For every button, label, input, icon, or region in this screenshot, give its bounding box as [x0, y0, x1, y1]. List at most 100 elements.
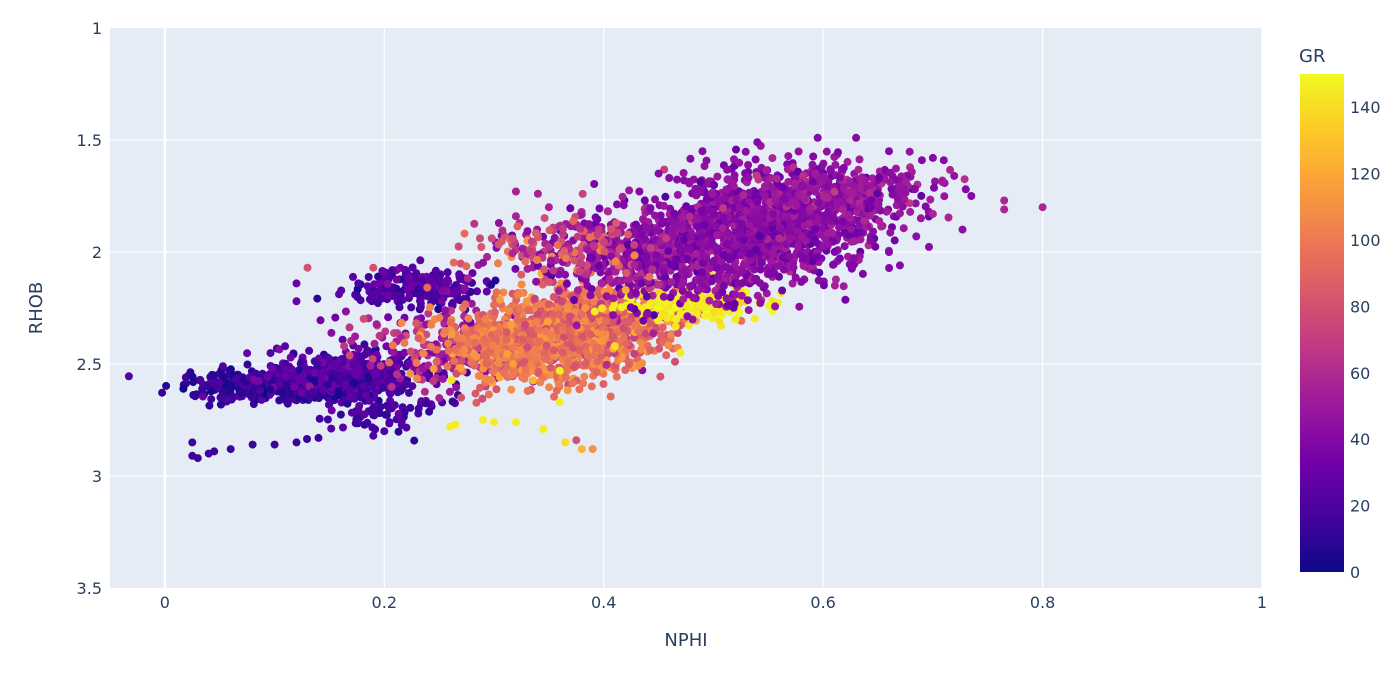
data-point — [598, 304, 607, 313]
data-point — [827, 215, 836, 224]
data-point — [412, 319, 421, 328]
data-point — [431, 266, 440, 275]
data-point — [288, 372, 297, 381]
data-point — [471, 389, 480, 398]
data-point — [443, 362, 452, 371]
data-point — [885, 264, 894, 272]
data-point — [374, 272, 383, 281]
data-point — [602, 317, 611, 326]
data-point — [266, 385, 275, 394]
data-point — [713, 231, 722, 240]
data-point — [198, 392, 207, 401]
data-point — [622, 318, 631, 327]
data-point — [534, 261, 543, 270]
data-point — [813, 253, 822, 262]
data-point — [765, 269, 774, 278]
data-point — [480, 335, 488, 344]
data-point — [554, 270, 563, 279]
data-point — [405, 388, 413, 397]
data-point — [368, 355, 377, 364]
data-point — [606, 392, 615, 401]
data-point — [365, 396, 374, 405]
data-point — [756, 299, 765, 307]
data-point — [281, 365, 290, 374]
data-point — [574, 338, 583, 347]
data-point — [688, 315, 697, 324]
data-point — [672, 221, 681, 229]
data-point — [751, 246, 760, 254]
data-point — [809, 152, 818, 161]
data-point — [406, 369, 415, 378]
data-point — [695, 239, 704, 248]
data-point — [560, 333, 568, 341]
data-point — [124, 372, 133, 381]
data-point — [586, 291, 595, 300]
data-point — [739, 235, 748, 244]
data-point — [686, 232, 695, 241]
data-point — [257, 395, 266, 404]
data-point — [394, 427, 403, 436]
data-point — [683, 254, 692, 263]
data-point — [797, 277, 806, 286]
data-point — [848, 262, 857, 271]
data-point — [785, 235, 794, 244]
data-point — [549, 293, 558, 301]
data-point — [534, 338, 543, 347]
data-point — [466, 287, 475, 296]
data-point — [554, 380, 563, 389]
data-point — [434, 305, 443, 314]
data-point — [722, 294, 731, 303]
data-point — [373, 377, 382, 386]
data-point — [335, 290, 343, 299]
data-point — [372, 320, 381, 329]
data-point — [378, 383, 387, 392]
data-point — [295, 376, 304, 385]
data-point — [696, 301, 704, 310]
data-point — [340, 342, 349, 351]
data-point — [713, 263, 721, 272]
data-point — [338, 335, 347, 344]
data-point — [275, 396, 284, 405]
data-point — [311, 377, 320, 386]
data-point — [886, 228, 895, 237]
data-point — [450, 356, 459, 365]
data-point — [785, 252, 794, 261]
data-point — [455, 296, 464, 305]
data-point — [828, 228, 836, 237]
data-point — [368, 404, 377, 413]
data-point — [467, 299, 476, 308]
data-point — [672, 315, 681, 324]
data-point — [266, 349, 275, 358]
data-point — [642, 292, 651, 301]
data-point — [513, 290, 522, 299]
data-point — [829, 260, 838, 269]
data-point — [659, 218, 668, 227]
data-point — [482, 359, 491, 368]
data-point — [648, 265, 657, 274]
data-point — [801, 236, 810, 245]
data-point — [414, 290, 423, 299]
data-point — [679, 169, 688, 177]
data-point — [599, 380, 608, 388]
data-point — [835, 223, 844, 232]
data-point — [737, 219, 746, 228]
data-point — [529, 330, 538, 339]
data-point — [677, 310, 686, 319]
data-point — [490, 308, 499, 317]
data-point — [546, 363, 555, 372]
data-point — [702, 156, 711, 165]
data-point — [224, 387, 233, 396]
data-point — [643, 308, 652, 317]
data-point — [776, 224, 785, 232]
data-point — [505, 307, 514, 316]
data-point — [397, 318, 406, 327]
data-point — [530, 294, 539, 303]
data-point — [630, 321, 639, 330]
data-point — [646, 204, 655, 213]
data-point — [701, 253, 710, 262]
data-point — [722, 185, 731, 194]
data-point — [654, 303, 663, 312]
data-point — [812, 218, 821, 227]
data-point — [820, 217, 829, 226]
data-point — [179, 384, 188, 393]
